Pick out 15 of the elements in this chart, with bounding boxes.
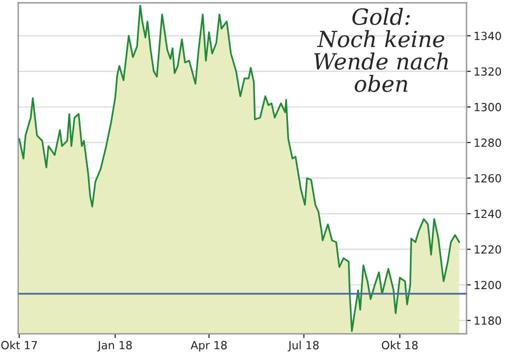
y-tick-label: 1320 <box>474 67 502 76</box>
y-tick-label: 1220 <box>474 245 502 254</box>
y-tick-label: 1240 <box>474 210 502 218</box>
x-tick-label: Jul 18 <box>288 340 319 352</box>
x-tick-label: Okt 17 <box>1 340 37 350</box>
x-tick-label: Okt 18 <box>382 340 418 350</box>
y-tick-label: 1180 <box>474 316 502 325</box>
y-tick-label: 1200 <box>474 280 502 290</box>
y-tick-label: 1340 <box>474 32 502 40</box>
x-tick-label: Apr 18 <box>190 340 227 352</box>
y-tick-label: 1280 <box>474 138 502 147</box>
x-tick-label: Jan 18 <box>97 340 132 352</box>
y-tick-label: 1260 <box>474 174 502 182</box>
text: Gold: Noch keine Wende nach oben <box>314 8 448 92</box>
y-tick-label: 1300 <box>474 102 502 112</box>
